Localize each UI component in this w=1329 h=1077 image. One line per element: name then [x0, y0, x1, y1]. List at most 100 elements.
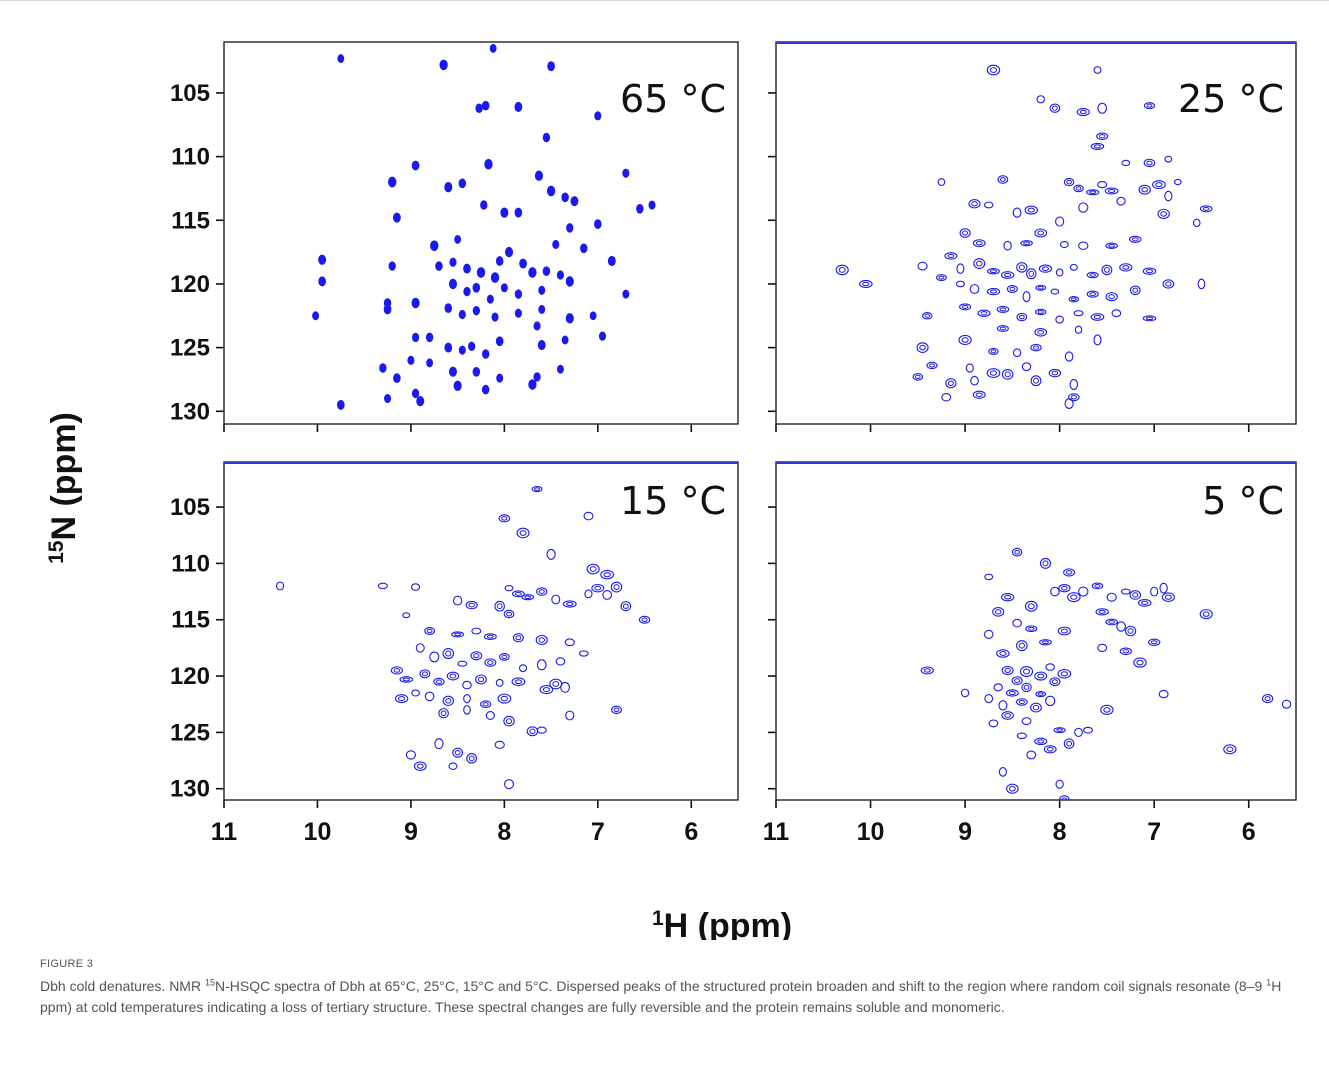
- peak-contour: [1093, 314, 1102, 320]
- peak-contour: [538, 637, 546, 643]
- peak: [471, 627, 482, 635]
- peak: [1021, 362, 1032, 372]
- peak-contour: [1023, 684, 1030, 690]
- peak: [1063, 568, 1076, 577]
- peak: [1105, 242, 1118, 249]
- peak: [1058, 584, 1071, 593]
- peak: [465, 600, 478, 610]
- peak: [1174, 178, 1182, 186]
- peak: [1021, 682, 1032, 693]
- peak: [552, 239, 560, 250]
- peak: [538, 285, 546, 295]
- peak: [1159, 582, 1168, 594]
- peak-contour: [1037, 692, 1044, 696]
- peak-contour: [440, 710, 447, 717]
- peak: [499, 653, 510, 661]
- peak: [1086, 290, 1099, 298]
- peak: [1164, 190, 1173, 202]
- peak-contour: [961, 304, 969, 309]
- peak: [589, 311, 597, 321]
- peak-contour: [1018, 264, 1025, 271]
- peak: [514, 101, 523, 112]
- peak: [1026, 750, 1037, 760]
- peak: [1223, 744, 1237, 755]
- peak: [998, 766, 1007, 777]
- peak: [638, 615, 651, 624]
- peak: [578, 650, 589, 657]
- peak-contour: [1004, 272, 1012, 278]
- caption-text-segment: Dbh cold denatures. NMR: [40, 978, 205, 994]
- peak: [1059, 240, 1069, 249]
- peak-contour: [962, 230, 969, 236]
- peak: [394, 694, 409, 704]
- peak: [411, 297, 420, 309]
- peak: [392, 212, 401, 223]
- peak: [483, 633, 497, 640]
- peak: [556, 364, 564, 374]
- peak: [566, 223, 574, 233]
- peak: [1019, 666, 1034, 678]
- peak-contour: [449, 673, 457, 679]
- peak: [916, 342, 929, 353]
- peak: [1086, 271, 1099, 279]
- peak-contour: [515, 635, 522, 641]
- peak: [602, 590, 613, 600]
- hsqc-figure: 15N (ppm) 1H (ppm) 10511011512012513065 …: [45, 41, 1297, 940]
- peak: [1055, 315, 1064, 324]
- peak: [912, 373, 924, 381]
- peak-contour: [402, 677, 410, 682]
- caption-superscript: 1: [1266, 977, 1272, 988]
- peak: [384, 393, 392, 404]
- peak-contour: [1037, 310, 1044, 314]
- peak: [531, 485, 543, 493]
- peak: [1104, 187, 1119, 195]
- peak: [1157, 208, 1170, 220]
- y-tick-label: 105: [170, 494, 210, 521]
- y-tick-label: 110: [171, 550, 210, 577]
- peak: [480, 200, 488, 210]
- peak-contour: [862, 281, 870, 287]
- panel-temperature-title: 5 °C: [1202, 479, 1284, 523]
- peak-contour: [538, 589, 545, 594]
- peak-contour: [1122, 649, 1130, 654]
- peak-contour: [1155, 182, 1163, 188]
- peak: [411, 332, 420, 343]
- peak-contour: [919, 344, 926, 351]
- peak: [1083, 726, 1093, 734]
- peak: [1025, 268, 1037, 280]
- peak: [1152, 180, 1166, 190]
- peak: [972, 390, 986, 399]
- peak-contour: [1108, 620, 1115, 624]
- peak: [922, 312, 933, 320]
- peak: [1063, 738, 1075, 749]
- peak: [1005, 689, 1019, 697]
- peak: [1281, 699, 1292, 709]
- peak-contour: [1037, 329, 1045, 335]
- peak-contour: [1146, 160, 1153, 166]
- peak: [996, 305, 1010, 313]
- peak: [1049, 103, 1061, 113]
- peak-contour: [1132, 287, 1139, 293]
- peak: [413, 761, 427, 771]
- peak-contour: [1150, 640, 1158, 645]
- peak: [936, 274, 947, 282]
- peak: [489, 43, 497, 53]
- peak-contour: [1052, 105, 1058, 111]
- peak: [583, 511, 594, 521]
- peak-contour: [1056, 728, 1063, 732]
- y-tick-label: 115: [171, 607, 210, 634]
- peak-contour: [416, 763, 424, 769]
- peak: [1073, 184, 1084, 193]
- peak-contour: [393, 668, 401, 673]
- peak-contour: [923, 668, 931, 673]
- peak: [594, 111, 602, 121]
- peak: [490, 272, 500, 283]
- x-tick-label: 8: [1053, 818, 1067, 846]
- peak: [1129, 285, 1141, 296]
- y-tick-label: 115: [171, 207, 210, 234]
- y-tick-label: 120: [170, 271, 210, 298]
- peak: [944, 252, 958, 260]
- peak: [424, 691, 435, 702]
- caption-superscript: 15: [204, 977, 215, 988]
- x-tick-label: 6: [1242, 818, 1256, 846]
